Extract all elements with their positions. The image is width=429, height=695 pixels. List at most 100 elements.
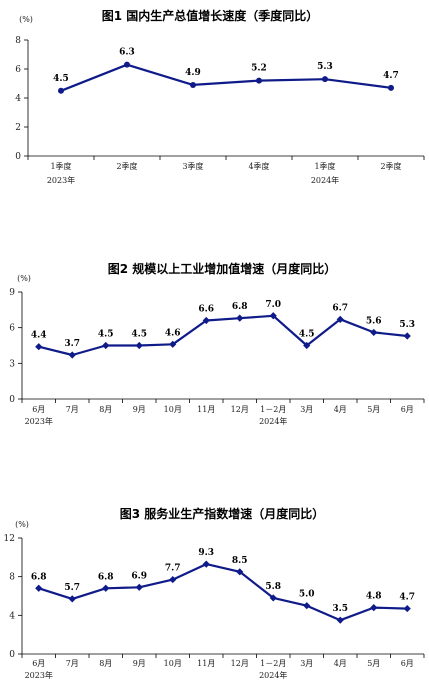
y-tick-label: 0: [15, 152, 21, 162]
data-point-marker: [190, 81, 196, 88]
data-point-marker: [403, 604, 411, 613]
x-tick-label: 8月: [99, 659, 112, 668]
x-tick-label: 6月: [401, 405, 414, 414]
data-label: 4.6: [165, 328, 181, 338]
y-tick-label: 4: [15, 94, 21, 104]
y-axis-unit: (%): [15, 520, 29, 529]
series-line: [38, 314, 408, 357]
y-tick-label: 2: [15, 123, 21, 133]
x-tick-label: 2季度: [116, 161, 137, 171]
x-tick-label: 8月: [99, 405, 112, 414]
x-tick-label: 5月: [367, 659, 380, 668]
x-tick-label: 5月: [367, 405, 380, 414]
x-tick-label: 6月: [32, 659, 45, 668]
data-point-marker: [256, 77, 262, 84]
x-tick-label: 11月: [197, 659, 215, 668]
data-point-marker: [135, 583, 143, 591]
chart-services-growth: 图3 服务业生产指数增速（月度同比） (%) 0 4 8 12 6月 2023年 7月 8月 9月 1…: [0, 500, 429, 695]
data-point-marker: [35, 584, 43, 592]
x-tick-label: 3季度: [182, 161, 203, 171]
data-label: 7.0: [265, 300, 281, 310]
x-tick-label: 9月: [133, 405, 146, 414]
x-tick-label: 2季度: [380, 161, 401, 171]
chart-gdp-growth: 图1 国内生产总值增长速度（季度同比） (%) 0 2 4 6 8 1季度 2023年 2季度 3季…: [0, 0, 429, 200]
data-label: 6.6: [198, 305, 214, 315]
data-point-marker: [403, 332, 411, 340]
data-label: 4.4: [31, 331, 47, 341]
data-label: 4.5: [53, 74, 69, 84]
data-label: 5.3: [317, 62, 333, 72]
x-tick-label: 3月: [300, 405, 313, 414]
data-label: 6.8: [232, 302, 248, 312]
data-point-marker: [35, 343, 43, 351]
data-point-marker: [169, 575, 177, 584]
data-label: 7.7: [165, 564, 181, 574]
x-tick-label: 9月: [133, 659, 146, 668]
x-tick-label: 10月: [164, 405, 182, 414]
x-tick-year-label: 2023年: [25, 670, 53, 680]
x-tick-label: 11月: [197, 405, 215, 414]
x-tick-label: 6月: [401, 659, 414, 668]
y-tick-label: 6: [15, 65, 21, 75]
data-label: 3.5: [332, 604, 348, 614]
data-label: 4.7: [399, 593, 415, 603]
series-line: [38, 562, 408, 622]
x-tick-label: 4月: [334, 659, 347, 668]
data-point-marker: [68, 351, 76, 359]
data-label: 5.0: [299, 590, 315, 600]
x-tick-label: 1－2月: [260, 405, 286, 414]
data-label: 8.5: [232, 556, 248, 566]
series-line: [60, 63, 392, 92]
data-label: 6.8: [98, 572, 114, 582]
data-label: 5.7: [64, 583, 80, 593]
data-label: 6.9: [131, 571, 147, 581]
x-tick-label: 12月: [231, 405, 249, 414]
chart-industrial-growth: 图2 规模以上工业增加值增速（月度同比） (%) 0 3 6 9 6月 2023年 7月 8月 9月…: [0, 255, 429, 435]
data-label: 4.5: [98, 330, 114, 340]
data-point-marker: [102, 341, 110, 350]
data-point-marker: [58, 87, 64, 94]
y-tick-label: 9: [9, 288, 15, 298]
x-tick-label: 4季度: [248, 161, 269, 171]
data-point-marker: [236, 314, 244, 322]
data-label: 4.7: [383, 71, 399, 81]
x-tick-year-label: 2024年: [259, 670, 287, 680]
x-tick-label: 7月: [66, 659, 79, 668]
data-point-marker: [124, 61, 130, 68]
data-point-marker: [303, 602, 311, 610]
x-tick-year-label: 2023年: [25, 416, 53, 426]
y-tick-label: 8: [15, 36, 21, 46]
x-tick-label: 7月: [66, 405, 79, 414]
chart-services-svg: 图3 服务业生产指数增速（月度同比） (%) 0 4 8 12 6月 2023年 7月 8月 9月 1…: [4, 506, 425, 680]
data-point-marker: [370, 328, 378, 337]
data-label: 5.6: [366, 316, 382, 326]
x-tick-year-label: 2024年: [311, 175, 339, 185]
chart-title: 图3 服务业生产指数增速（月度同比）: [120, 506, 325, 521]
data-label: 5.2: [251, 64, 267, 74]
y-axis-unit: (%): [19, 15, 33, 24]
data-label: 9.3: [198, 548, 214, 558]
x-tick-year-label: 2024年: [259, 416, 287, 426]
data-point-marker: [202, 560, 210, 568]
data-label: 4.9: [185, 68, 201, 78]
x-tick-year-label: 2023年: [47, 175, 75, 185]
data-point-marker: [68, 595, 76, 603]
data-label: 3.7: [64, 339, 80, 349]
x-tick-label: 4月: [334, 405, 347, 414]
y-tick-label: 8: [9, 573, 15, 583]
y-tick-label: 0: [9, 650, 15, 660]
data-label: 5.3: [399, 320, 415, 330]
data-label: 6.8: [31, 572, 47, 582]
data-point-marker: [202, 316, 210, 325]
data-point-marker: [135, 341, 143, 350]
y-tick-label: 3: [9, 359, 15, 369]
data-point-marker: [388, 84, 394, 91]
data-label: 6.3: [119, 48, 135, 58]
data-label: 5.8: [265, 582, 281, 592]
chart-gdp-svg: 图1 国内生产总值增长速度（季度同比） (%) 0 2 4 6 8 1季度 2023年 2季度 3季…: [15, 8, 425, 185]
chart-title: 图2 规模以上工业增加值增速（月度同比）: [108, 261, 337, 276]
x-tick-label: 3月: [300, 659, 313, 668]
data-label: 6.7: [332, 303, 348, 313]
x-tick-label: 10月: [164, 659, 182, 668]
data-point-marker: [269, 312, 277, 320]
